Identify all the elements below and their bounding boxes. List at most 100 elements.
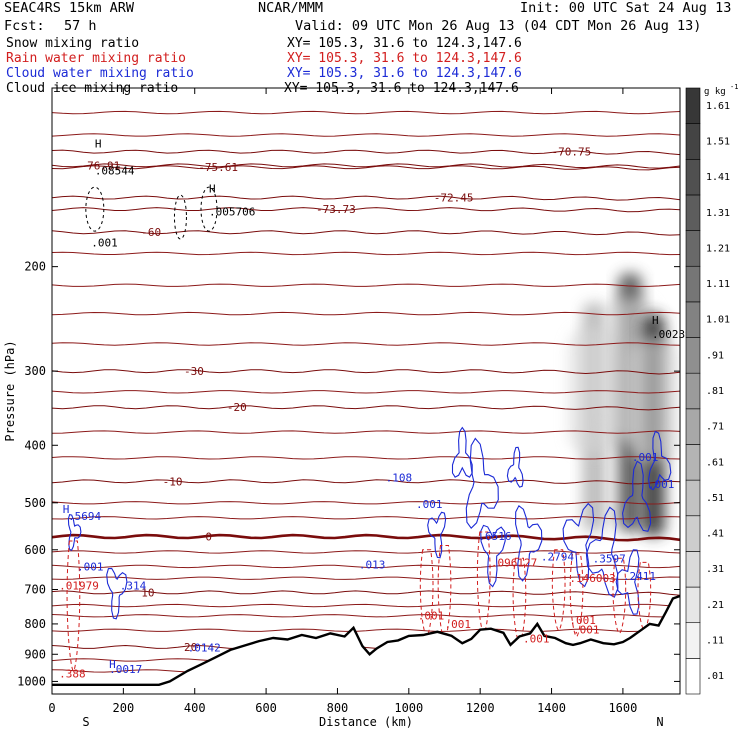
y-tick-label-8: 1000 [17, 674, 46, 688]
annotation-red-1: .096127 [491, 556, 537, 569]
isotherm-minor-5 [52, 342, 680, 346]
colorbar-label-11: 1.11 [706, 279, 730, 290]
colorbar-box-2 [685, 586, 701, 624]
x-end-label-south: S [82, 715, 89, 729]
isotherm-label-11: 20 [184, 641, 197, 654]
annotation-red-2: .146003 [569, 572, 615, 585]
colorbar-label-13: 1.31 [706, 208, 730, 219]
colorbar-label-7: .71 [706, 422, 724, 433]
colorbar-label-15: 1.51 [706, 136, 730, 147]
isotherm-minor-9 [52, 501, 680, 505]
cloudice-contour-0 [85, 186, 105, 232]
cloudwater-contour-4 [562, 502, 595, 588]
rain-contour-1 [419, 549, 434, 637]
y-tick-label-0: 200 [24, 260, 46, 274]
cloudice-contour-2 [200, 186, 218, 232]
x-tick-label-4: 800 [327, 701, 349, 715]
rain-contour-0 [66, 540, 81, 672]
colorbar-unit-exp: -1 [730, 83, 738, 91]
isotherm-5 [52, 230, 680, 236]
annotation-red-7: .001 [573, 623, 600, 636]
field-snow-name: Snow mixing ratio [6, 36, 140, 51]
isotherm-minor-4 [52, 311, 680, 316]
isotherm-minor-2 [52, 251, 680, 256]
annotation-blue-12: .001 [632, 451, 659, 464]
y-tick-label-7: 900 [24, 647, 46, 661]
colorbar: .01 .11 .21 .31 .41 .51 .61 .71 .81 .91 1.01 1.11 1.… [685, 83, 738, 695]
x-tick-label-8: 1600 [608, 701, 637, 715]
isotherm-4 [52, 149, 680, 156]
annotation-blue-3: .314 [120, 580, 147, 593]
cloudwater-contour-1 [465, 437, 499, 530]
colorbar-box-14 [685, 158, 701, 196]
colorbar-label-6: .61 [706, 457, 724, 468]
isotherm-minor-6 [52, 390, 680, 394]
colorbar-label-3: .31 [706, 564, 724, 575]
colorbar-label-8: .81 [706, 386, 724, 397]
isotherm-minor-14 [52, 603, 680, 608]
annotation-red-5: .001 [523, 633, 550, 646]
annotation-blue-10: .2794 [541, 550, 574, 563]
plot-frame [51, 87, 681, 695]
rain-contour-7 [612, 557, 627, 634]
isotherm-label-7: -20 [227, 401, 247, 414]
annotation-black-0: H [95, 138, 102, 151]
isotherm-label-1: -75.61 [198, 161, 238, 174]
colorbar-box-1 [685, 622, 701, 659]
annotation-red-6: .001 [569, 614, 596, 627]
isotherm-7 [52, 405, 680, 411]
x-tick-label-0: 0 [48, 701, 55, 715]
isotherm-label-2: -73.73 [316, 203, 356, 216]
x-axis-label: Distance (km) [319, 715, 413, 729]
isotherm-label-5: -60 [141, 226, 161, 239]
isotherm-minor-1 [52, 133, 680, 137]
field-cloudwater-name: Cloud water mixing ratio [6, 66, 194, 81]
annotation-black-1: .08544 [95, 165, 135, 178]
annotation-blue-13: .001 [648, 478, 675, 491]
isotherm-label-4: -70.75 [552, 146, 592, 159]
colorbar-box-15 [685, 123, 701, 160]
annotation-blue-8: .001 [416, 498, 443, 511]
isotherm-label-8: -10 [163, 475, 183, 488]
y-tick-label-1: 300 [24, 364, 46, 378]
isotherm-9 [52, 533, 680, 542]
colorbar-box-16 [685, 87, 701, 124]
y-tick-label-3: 500 [24, 496, 46, 510]
annotation-red-3: .001 [418, 610, 445, 623]
x-end-label-north: N [656, 715, 663, 729]
center-title: NCAR/MMM [258, 0, 324, 16]
colorbar-label-9: .91 [706, 350, 724, 361]
field-rain-xy: XY= 105.3, 31.6 to 124.3,147.6 [287, 51, 522, 66]
y-tick-label-4: 600 [24, 543, 46, 557]
isotherm-label-0: -76.91 [81, 159, 121, 172]
isotherm-6 [52, 369, 680, 375]
x-tick-label-1: 200 [113, 701, 135, 715]
colorbar-box-10 [685, 301, 701, 338]
x-tick-label-6: 1200 [466, 701, 495, 715]
y-tick-label-6: 800 [24, 617, 46, 631]
cloudwater-contour-6 [622, 460, 652, 532]
annotation-blue-4: .0142 [188, 641, 221, 654]
isotherm-minor-3 [52, 283, 680, 287]
colorbar-box-12 [685, 230, 701, 267]
cloudwater-contour-5 [585, 506, 619, 598]
fcst-label: Fcst: [4, 18, 45, 34]
colorbar-box-4 [685, 515, 701, 552]
cloudwater-contour-8 [67, 513, 82, 551]
y-tick-label-5: 700 [24, 583, 46, 597]
isotherm-label-6: -30 [184, 365, 204, 378]
annotation-blue-9: .6516 [478, 530, 511, 543]
isotherm-2 [52, 207, 680, 213]
rain-contour-6 [569, 553, 584, 637]
isotherm-3 [52, 195, 680, 201]
isotherm-label-3: -72.45 [434, 192, 474, 205]
cloudwater-contour-3 [480, 524, 506, 588]
annotation-blue-2: .001 [77, 560, 104, 573]
cloudwater-contour-2 [515, 504, 543, 582]
field-cloudwater-xy: XY= 105.3, 31.6 to 124.3,147.6 [287, 66, 522, 81]
annotation-blue-7: .108 [386, 471, 413, 484]
isotherm-10 [52, 590, 680, 596]
rain-contour-8 [637, 561, 652, 631]
colorbar-box-5 [685, 479, 701, 517]
